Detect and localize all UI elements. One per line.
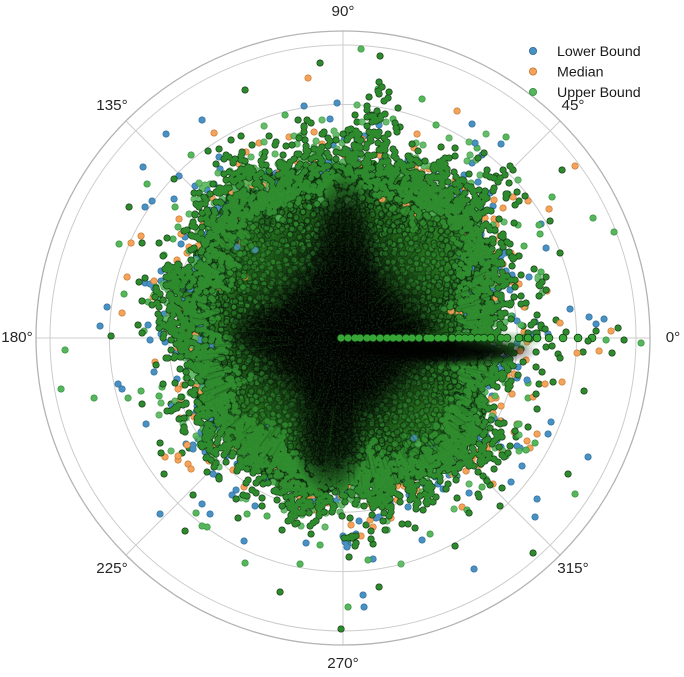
svg-text:0°: 0° [666,329,681,346]
svg-text:Lower Bound: Lower Bound [557,44,641,60]
svg-text:225°: 225° [96,560,127,577]
svg-text:Median: Median [557,65,604,81]
svg-text:180°: 180° [1,329,32,346]
svg-text:Upper Bound: Upper Bound [557,85,641,101]
svg-text:45°: 45° [562,97,585,114]
svg-text:135°: 135° [96,97,127,114]
svg-text:315°: 315° [557,560,588,577]
svg-text:90°: 90° [332,3,355,20]
svg-text:270°: 270° [327,655,358,672]
